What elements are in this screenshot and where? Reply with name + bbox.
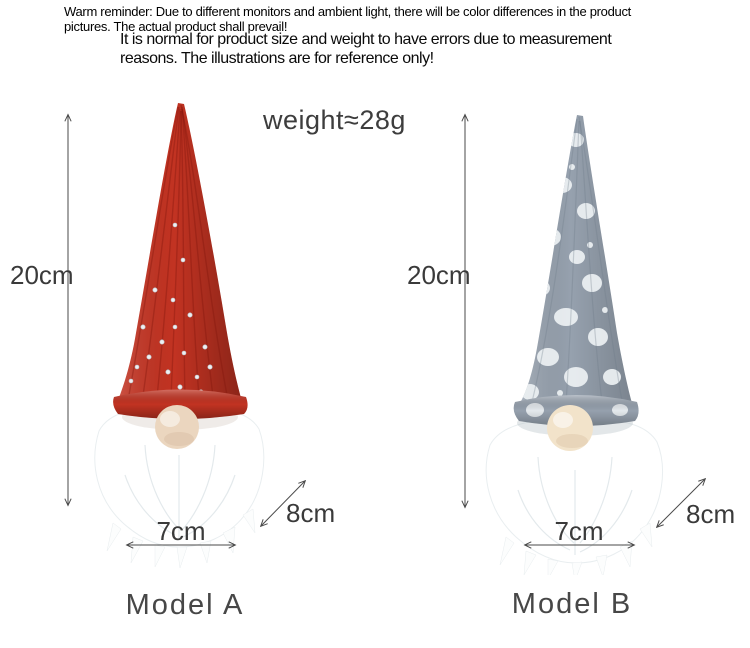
model-a-depth-label: 8cm [286, 498, 336, 528]
warm-reminder: Warm reminder: Due to different monitors… [64, 4, 631, 34]
warm-reminder-line1: Warm reminder: Due to different monitors… [64, 4, 631, 19]
nose-model-b [547, 405, 593, 451]
model-b-width-label: 7cm [554, 516, 604, 546]
model-a-name: Model A [125, 589, 245, 621]
model-a-height-label: 20cm [10, 260, 74, 290]
model-a-width-label: 7cm [156, 516, 206, 546]
measurement-note-line1: It is normal for product size and weight… [120, 31, 612, 48]
measurement-note: It is normal for product size and weight… [120, 30, 612, 68]
beard-model-a [94, 404, 265, 569]
gnome-model-b-photo [485, 115, 663, 575]
gnome-model-a-photo [94, 103, 265, 569]
nose-model-a [155, 405, 199, 449]
model-b-height-label: 20cm [407, 260, 471, 290]
warm-reminder-line2: pictures. The actual product shall preva… [64, 18, 288, 34]
weight-label: weight≈28g [263, 105, 406, 135]
model-b-name: Model B [511, 588, 633, 620]
measurement-note-line2: reasons. The illustrations are for refer… [120, 50, 434, 67]
model-b-depth-label: 8cm [686, 499, 736, 529]
sequins [128, 222, 213, 398]
